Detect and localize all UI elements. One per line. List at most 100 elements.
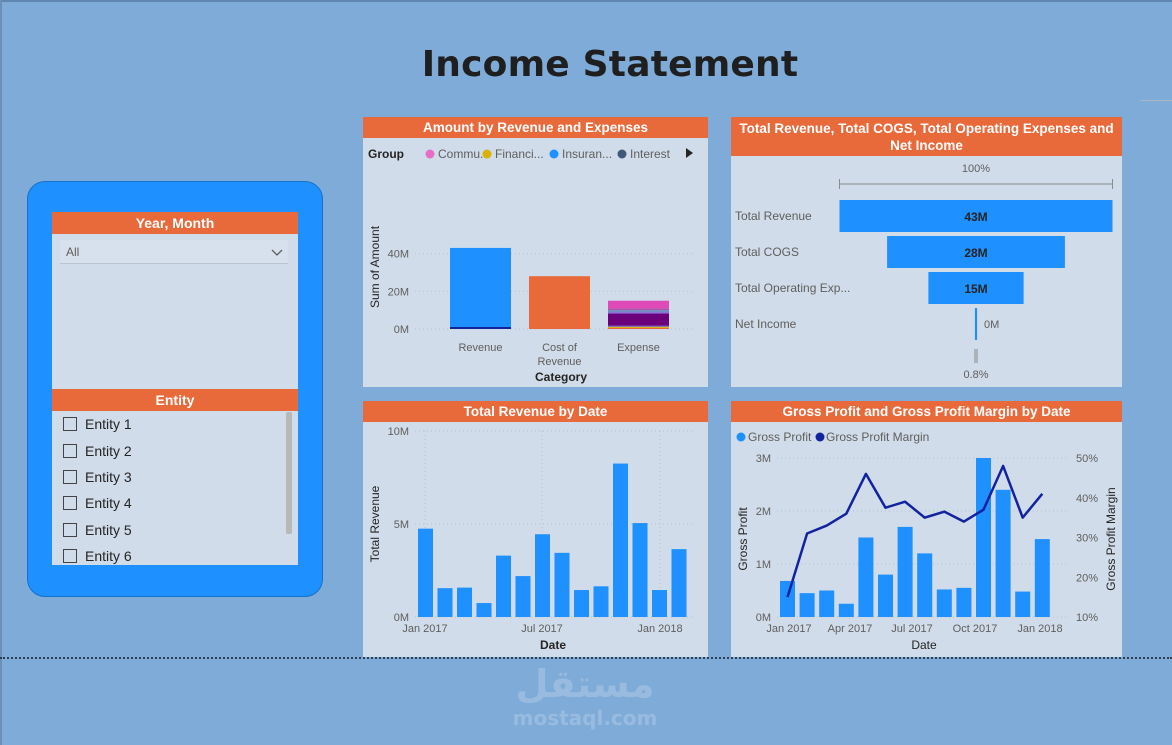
checkbox-icon[interactable] (63, 470, 77, 484)
x-axis-title: Date (911, 638, 937, 652)
entity-list: Entity 1 Entity 2 Entity 3 Entity 4 Enti… (52, 412, 298, 565)
legend-marker (736, 432, 746, 442)
entity-label: Entity 2 (85, 443, 132, 459)
bar-expense-segment (608, 326, 669, 328)
legend-marker (425, 149, 435, 159)
gross-profit-chart: Gross Profit Gross Profit Margin 0M 1M 2M 3M 1… (736, 430, 1118, 652)
y2-tick-label: 50% (1076, 453, 1098, 465)
checkbox-icon[interactable] (63, 444, 77, 458)
funnel-value-label: 15M (964, 282, 987, 296)
y-tick-label: 0M (756, 612, 771, 624)
bar-expense-segment (608, 313, 669, 326)
legend-marker (617, 149, 627, 159)
revenue-by-date-visual[interactable]: Total Revenue by Date 0M 5M 10M Jan 2017 Jul… (363, 401, 708, 657)
entity-option[interactable]: Entity 2 (63, 441, 132, 461)
year-month-selected-value: All (66, 245, 80, 259)
revenue-bar (418, 528, 433, 617)
page-bottom-divider (0, 657, 1172, 659)
entity-label: Entity 6 (85, 548, 132, 564)
gross-profit-visual[interactable]: Gross Profit and Gross Profit Margin by … (731, 401, 1122, 657)
entity-option[interactable]: Entity 1 (63, 414, 132, 434)
bar-expense-segment (608, 308, 669, 311)
entity-label: Entity 5 (85, 522, 132, 538)
x-tick-label: Jul 2017 (521, 623, 563, 635)
y-tick-label: 10M (388, 426, 409, 438)
bar-expense-segment (608, 312, 669, 314)
funnel-value-label: 28M (964, 246, 987, 260)
legend-label: Insuran... (562, 147, 612, 161)
y-tick-label: 1M (756, 559, 771, 571)
watermark-logo: مستقل mostaql.com (510, 662, 660, 732)
funnel-category-label: Total Operating Exp... (735, 281, 850, 295)
revenue-expenses-chart: Group Commu... Financi... Insuran... Interes… (368, 147, 693, 384)
x-tick-label: Revenue (537, 356, 581, 368)
y-tick-label: 3M (756, 453, 771, 465)
funnel-visual[interactable]: Total Revenue, Total COGS, Total Operati… (731, 117, 1122, 387)
gross-profit-margin-line (786, 464, 1044, 598)
right-edge-line (1140, 100, 1172, 101)
entity-option[interactable]: Entity 4 (63, 493, 132, 513)
legend-title: Group (368, 147, 404, 161)
revenue-expenses-title: Amount by Revenue and Expenses (363, 117, 708, 138)
legend-label: Commu... (438, 147, 490, 161)
y2-tick-label: 20% (1076, 572, 1098, 584)
page-title: Income Statement (421, 44, 799, 85)
gross-profit-bar (995, 489, 1011, 617)
y2-axis-title: Gross Profit Margin (1104, 487, 1118, 590)
gross-profit-bar (936, 589, 952, 617)
funnel-bar (839, 200, 1113, 232)
funnel-bar (887, 236, 1065, 268)
y-tick-label: 0M (394, 324, 409, 336)
revenue-bar (671, 549, 687, 617)
funnel-bar (928, 272, 1024, 304)
entity-scrollbar[interactable] (286, 412, 292, 534)
checkbox-icon[interactable] (63, 417, 77, 431)
revenue-bar (613, 463, 628, 617)
funnel-top-percent: 100% (962, 163, 990, 175)
legend-label: Financi... (495, 147, 544, 161)
x-axis-title: Category (535, 370, 587, 384)
x-tick-label: Jan 2018 (637, 623, 682, 635)
revenue-bar (457, 587, 472, 617)
bar-expense-segment (608, 325, 669, 327)
entity-label: Entity 3 (85, 469, 132, 485)
year-month-dropdown[interactable]: All (60, 240, 288, 264)
entity-slicer-title: Entity (52, 389, 298, 411)
top-border (0, 0, 1172, 2)
x-tick-label: Revenue (458, 342, 502, 354)
gross-profit-title: Gross Profit and Gross Profit Margin by … (731, 401, 1122, 422)
x-tick-label: Oct 2017 (953, 623, 998, 635)
bar-cost-of-revenue (529, 276, 590, 329)
entity-option[interactable]: Entity 3 (63, 467, 132, 487)
x-tick-label: Cost of (542, 342, 578, 354)
legend-label: Interest (630, 147, 671, 161)
gross-profit-bar (956, 587, 972, 617)
revenue-bar (437, 588, 453, 617)
bar-revenue (450, 247, 511, 329)
checkbox-icon[interactable] (63, 549, 77, 563)
entity-label: Entity 1 (85, 416, 132, 432)
slicer-container: Year, Month All Entity Entity 1 Entity 2… (52, 212, 298, 565)
checkbox-icon[interactable] (63, 523, 77, 537)
y2-tick-label: 30% (1076, 533, 1098, 545)
watermark-latin: mostaql.com (512, 706, 658, 730)
entity-option[interactable]: Entity 5 (63, 520, 132, 540)
revenue-expenses-visual[interactable]: Amount by Revenue and Expenses Group Comm… (363, 117, 708, 387)
revenue-by-date-chart: 0M 5M 10M Jan 2017 Jul 2017 Jan 2018 Date Total… (368, 426, 693, 652)
entity-label: Entity 4 (85, 495, 132, 511)
x-tick-label: Jan 2017 (766, 623, 811, 635)
funnel-category-label: Total COGS (735, 245, 799, 259)
gross-profit-bar (1015, 591, 1031, 617)
revenue-bar (515, 576, 531, 617)
y2-tick-label: 40% (1076, 493, 1098, 505)
funnel-title: Total Revenue, Total COGS, Total Operati… (731, 117, 1122, 156)
y-tick-label: 20M (388, 286, 409, 298)
checkbox-icon[interactable] (63, 496, 77, 510)
funnel-category-label: Total Revenue (735, 209, 812, 223)
revenue-bar (574, 590, 589, 617)
y-axis-title: Gross Profit (736, 507, 750, 571)
y-tick-label: 2M (756, 506, 771, 518)
entity-option[interactable]: Entity 6 (63, 546, 132, 565)
funnel-value-label: 0M (984, 319, 999, 331)
revenue-bar (593, 586, 609, 617)
